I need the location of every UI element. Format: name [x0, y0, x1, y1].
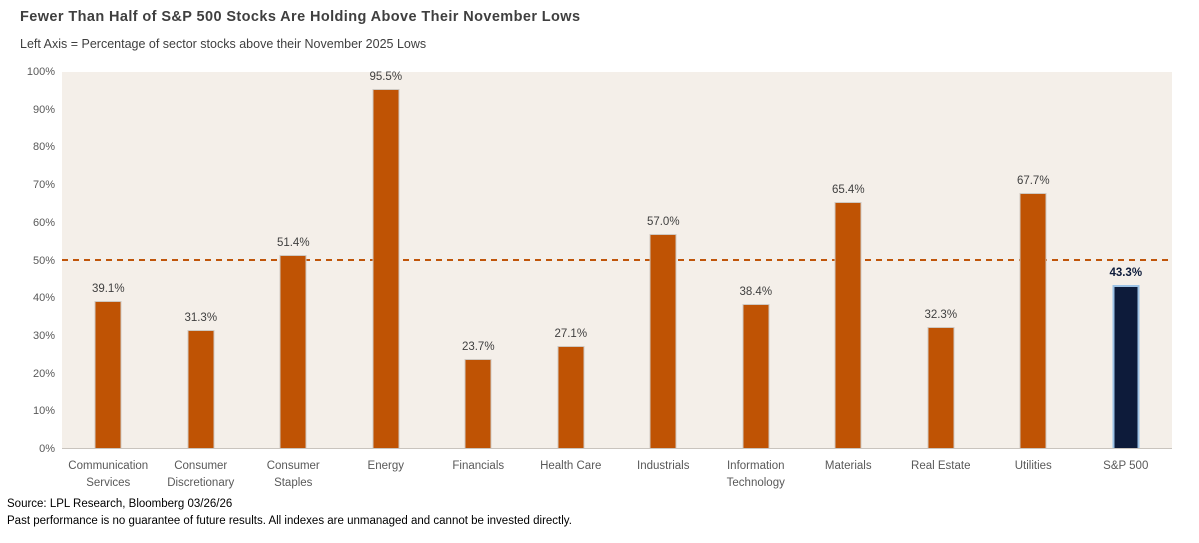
bar-industrials: [649, 233, 677, 448]
y-tick-label: 100%: [26, 66, 55, 78]
fifty-percent-reference-line: [62, 259, 1172, 261]
y-tick-label: 10%: [32, 405, 55, 418]
value-label-communication-services: 39.1%: [91, 282, 125, 295]
x-label-information-technology: Information Technology: [726, 460, 785, 490]
bar-health-care: [557, 346, 585, 448]
value-label-information-technology: 38.4%: [739, 285, 773, 298]
bar-communication-services: [94, 300, 122, 448]
y-tick-label: 50%: [32, 254, 55, 267]
value-label-s-p-500: 43.3%: [1109, 267, 1143, 280]
value-label-financials: 23.7%: [461, 340, 495, 353]
x-label-health-care: Health Care: [540, 460, 602, 472]
x-axis: Communication Services Consumer Discretio…: [62, 458, 1172, 500]
x-label-consumer-staples: Consumer Staples: [266, 460, 320, 490]
value-label-real-estate: 32.3%: [924, 308, 958, 321]
bar-information-technology: [742, 303, 770, 448]
y-tick-label: 40%: [32, 292, 55, 305]
bar-energy: [372, 88, 400, 448]
bar-financials: [464, 358, 492, 448]
x-label-real-estate: Real Estate: [911, 460, 971, 472]
y-tick-label: 90%: [32, 103, 55, 116]
x-label-communication-services: Communication Services: [68, 460, 149, 490]
footer: Source: LPL Research, Bloomberg 03/26/26…: [7, 496, 572, 531]
y-tick-label: 60%: [32, 216, 55, 229]
y-tick-label: 80%: [32, 141, 55, 154]
bar-consumer-discretionary: [187, 330, 215, 448]
bar-utilities: [1019, 193, 1047, 448]
x-label-financials: Financials: [452, 460, 505, 472]
value-label-energy: 95.5%: [369, 70, 403, 83]
bar-materials: [834, 202, 862, 448]
x-label-industrials: Industrials: [637, 460, 690, 472]
value-label-materials: 65.4%: [831, 184, 865, 197]
bar-real-estate: [927, 326, 955, 448]
value-label-health-care: 27.1%: [554, 328, 588, 341]
value-label-consumer-staples: 51.4%: [276, 236, 310, 249]
value-label-consumer-discretionary: 31.3%: [184, 312, 218, 325]
source-note: Source: LPL Research, Bloomberg 03/26/26: [7, 498, 233, 510]
x-label-energy: Energy: [367, 460, 404, 472]
y-tick-label: 30%: [32, 329, 55, 342]
x-label-s-p-500: S&P 500: [1103, 460, 1149, 472]
bar-consumer-staples: [279, 254, 307, 448]
y-tick-label: 20%: [32, 367, 55, 380]
x-label-materials: Materials: [824, 460, 872, 472]
plot-area: 39.1% 31.3% 51.4% 95.5% 23.7% 27.1% 57.0% 38.4%…: [62, 70, 1172, 449]
y-tick-label: 70%: [32, 179, 55, 192]
value-label-industrials: 57.0%: [646, 215, 680, 228]
value-label-utilities: 67.7%: [1016, 175, 1050, 188]
y-axis: 0% 10% 20% 30% 40% 50% 60% 70% 80% 90% 100%: [0, 66, 55, 455]
y-tick-label: 0%: [39, 443, 55, 455]
x-label-consumer-discretionary: Consumer Discretionary: [167, 460, 235, 490]
x-label-utilities: Utilities: [1014, 460, 1052, 472]
bar-s-p-500: [1112, 285, 1140, 448]
disclaimer-note: Past performance is no guarantee of futu…: [7, 515, 572, 528]
chart-title: Fewer Than Half of S&P 500 Stocks Are Ho…: [20, 9, 581, 25]
chart-subtitle: Left Axis = Percentage of sector stocks …: [20, 37, 427, 51]
